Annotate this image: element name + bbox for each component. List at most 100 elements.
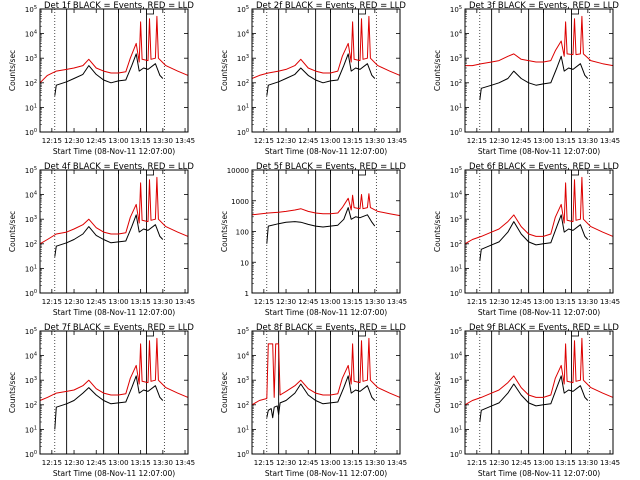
plot-frame (39, 8, 189, 133)
plot-frame (39, 169, 189, 294)
y-tick-label: 102 (25, 240, 37, 249)
y-tick-label: 104 (25, 30, 37, 39)
events-series-line (54, 53, 164, 96)
marker-box (146, 8, 154, 15)
marker-box (358, 169, 366, 176)
marker-box (571, 169, 579, 176)
y-axis-label: Counts/sec (220, 372, 229, 413)
x-axis-label: Start Time (08-Nov-11 12:07:00) (265, 469, 387, 478)
chart-panel-6: Det 6f BLACK = Events, RED = LLD Counts/s… (433, 162, 620, 317)
x-axis-label: Start Time (08-Nov-11 12:07:00) (478, 147, 600, 156)
x-tick-label: 13:15 (556, 137, 576, 145)
x-tick-label: 13:15 (343, 298, 363, 306)
x-tick-label: 12:15 (42, 298, 62, 306)
lld-series-line (464, 337, 614, 406)
y-tick-label: 101 (25, 103, 37, 112)
chart-panel-3: Det 3f BLACK = Events, RED = LLD Counts/s… (433, 1, 620, 156)
x-axis-label: Start Time (08-Nov-11 12:07:00) (265, 308, 387, 317)
x-tick-label: 12:30 (276, 459, 296, 467)
x-tick-label: 13:00 (320, 298, 340, 306)
y-tick-label: 104 (450, 30, 462, 39)
y-tick-label: 104 (25, 191, 37, 200)
x-tick-label: 13:00 (533, 137, 553, 145)
x-tick-label: 13:30 (153, 298, 173, 306)
chart-title: Det 5f BLACK = Events, RED = LLD (256, 162, 406, 172)
x-tick-label: 13:00 (533, 298, 553, 306)
y-tick-label: 103 (237, 54, 249, 63)
y-tick-label: 105 (25, 5, 37, 14)
x-tick-label: 12:45 (511, 137, 531, 145)
chart-title: Det 2f BLACK = Events, RED = LLD (256, 1, 406, 11)
y-tick-label: 100 (450, 128, 462, 137)
chart-panel-5: Det 5f BLACK = Events, RED = LLD Counts/s… (220, 162, 407, 317)
y-tick-label: 105 (237, 5, 249, 14)
lld-series-line (39, 176, 189, 245)
y-tick-label: 100 (25, 450, 37, 459)
lld-series-line (465, 15, 614, 67)
plot-frame (39, 330, 189, 455)
lld-series-line (39, 337, 189, 401)
y-tick-label: 102 (25, 79, 37, 88)
marker-box (571, 8, 579, 15)
x-tick-label: 12:15 (467, 459, 487, 467)
plot-frame (464, 169, 614, 294)
y-tick-label: 10000 (227, 167, 249, 175)
chart-panel-2: Det 2f BLACK = Events, RED = LLD Counts/s… (220, 1, 407, 156)
x-tick-label: 12:45 (86, 137, 106, 145)
y-tick-label: 103 (25, 54, 37, 63)
x-tick-label: 12:30 (489, 459, 509, 467)
y-tick-label: 101 (25, 264, 37, 273)
y-tick-label: 10 (240, 259, 249, 267)
x-tick-label: 12:30 (489, 137, 509, 145)
x-tick-label: 13:15 (131, 137, 151, 145)
y-tick-label: 103 (450, 54, 462, 63)
x-tick-label: 12:30 (276, 298, 296, 306)
x-axis-label: Start Time (08-Nov-11 12:07:00) (478, 308, 600, 317)
y-tick-label: 102 (25, 401, 37, 410)
marker-box (358, 330, 366, 337)
y-tick-label: 101 (237, 103, 249, 112)
x-tick-label: 12:15 (42, 137, 62, 145)
x-tick-label: 13:45 (175, 459, 195, 467)
x-tick-label: 13:00 (108, 298, 128, 306)
x-tick-label: 12:30 (489, 298, 509, 306)
y-tick-label: 105 (450, 166, 462, 175)
lld-series-line (39, 15, 189, 84)
y-tick-label: 102 (237, 401, 249, 410)
x-tick-label: 13:30 (365, 459, 385, 467)
x-axis-label: Start Time (08-Nov-11 12:07:00) (265, 147, 387, 156)
chart-title: Det 4f BLACK = Events, RED = LLD (44, 162, 194, 172)
x-tick-label: 13:15 (343, 459, 363, 467)
x-tick-label: 13:45 (600, 459, 620, 467)
y-tick-label: 104 (237, 352, 249, 361)
x-tick-label: 12:45 (511, 459, 531, 467)
y-tick-label: 100 (237, 128, 249, 137)
y-tick-label: 1 (245, 290, 249, 298)
x-tick-label: 12:15 (254, 298, 274, 306)
y-tick-label: 104 (237, 30, 249, 39)
x-tick-label: 13:00 (108, 459, 128, 467)
y-tick-label: 101 (450, 103, 462, 112)
y-tick-label: 101 (25, 425, 37, 434)
x-tick-label: 13:30 (153, 137, 173, 145)
y-tick-label: 104 (450, 352, 462, 361)
chart-title: Det 7f BLACK = Events, RED = LLD (44, 323, 194, 333)
y-tick-label: 102 (450, 401, 462, 410)
plot-frame (251, 8, 401, 133)
x-tick-label: 13:15 (131, 298, 151, 306)
y-axis-label: Counts/sec (433, 211, 442, 252)
x-tick-label: 12:45 (86, 298, 106, 306)
events-series-line (479, 55, 589, 101)
x-tick-label: 12:15 (467, 298, 487, 306)
x-tick-label: 12:30 (64, 459, 84, 467)
x-tick-label: 13:00 (533, 459, 553, 467)
y-axis-label: Counts/sec (8, 50, 17, 91)
y-tick-label: 103 (450, 215, 462, 224)
x-tick-label: 13:45 (387, 459, 407, 467)
x-tick-label: 13:00 (320, 459, 340, 467)
y-axis-label: Counts/sec (433, 372, 442, 413)
x-tick-label: 13:45 (387, 298, 407, 306)
y-tick-label: 100 (236, 229, 249, 237)
plot-frame (251, 330, 401, 455)
